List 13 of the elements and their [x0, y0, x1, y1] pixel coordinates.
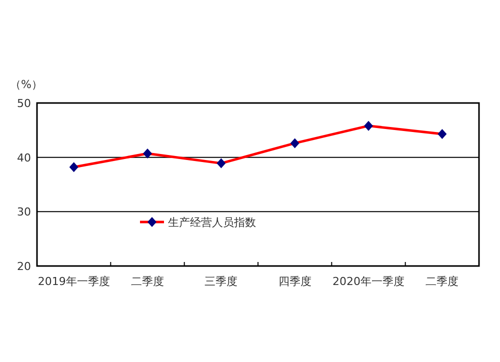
x-tick-label: 三季度	[204, 275, 238, 288]
x-tick-label: 四季度	[278, 275, 312, 288]
y-tick-label: 20	[17, 260, 31, 273]
x-tick-label: 2019年一季度	[38, 275, 110, 288]
x-tick-label: 二季度	[131, 275, 164, 288]
x-tick-label: 二季度	[426, 275, 459, 288]
y-tick-label: 40	[17, 151, 31, 164]
y-axis-title: （%）	[10, 78, 42, 91]
y-tick-label: 50	[17, 97, 31, 110]
legend: 生产经营人员指数	[140, 216, 256, 229]
y-tick-label: 30	[17, 206, 31, 219]
x-tick-label: 2020年一季度	[332, 275, 404, 288]
legend-label: 生产经营人员指数	[168, 216, 256, 229]
